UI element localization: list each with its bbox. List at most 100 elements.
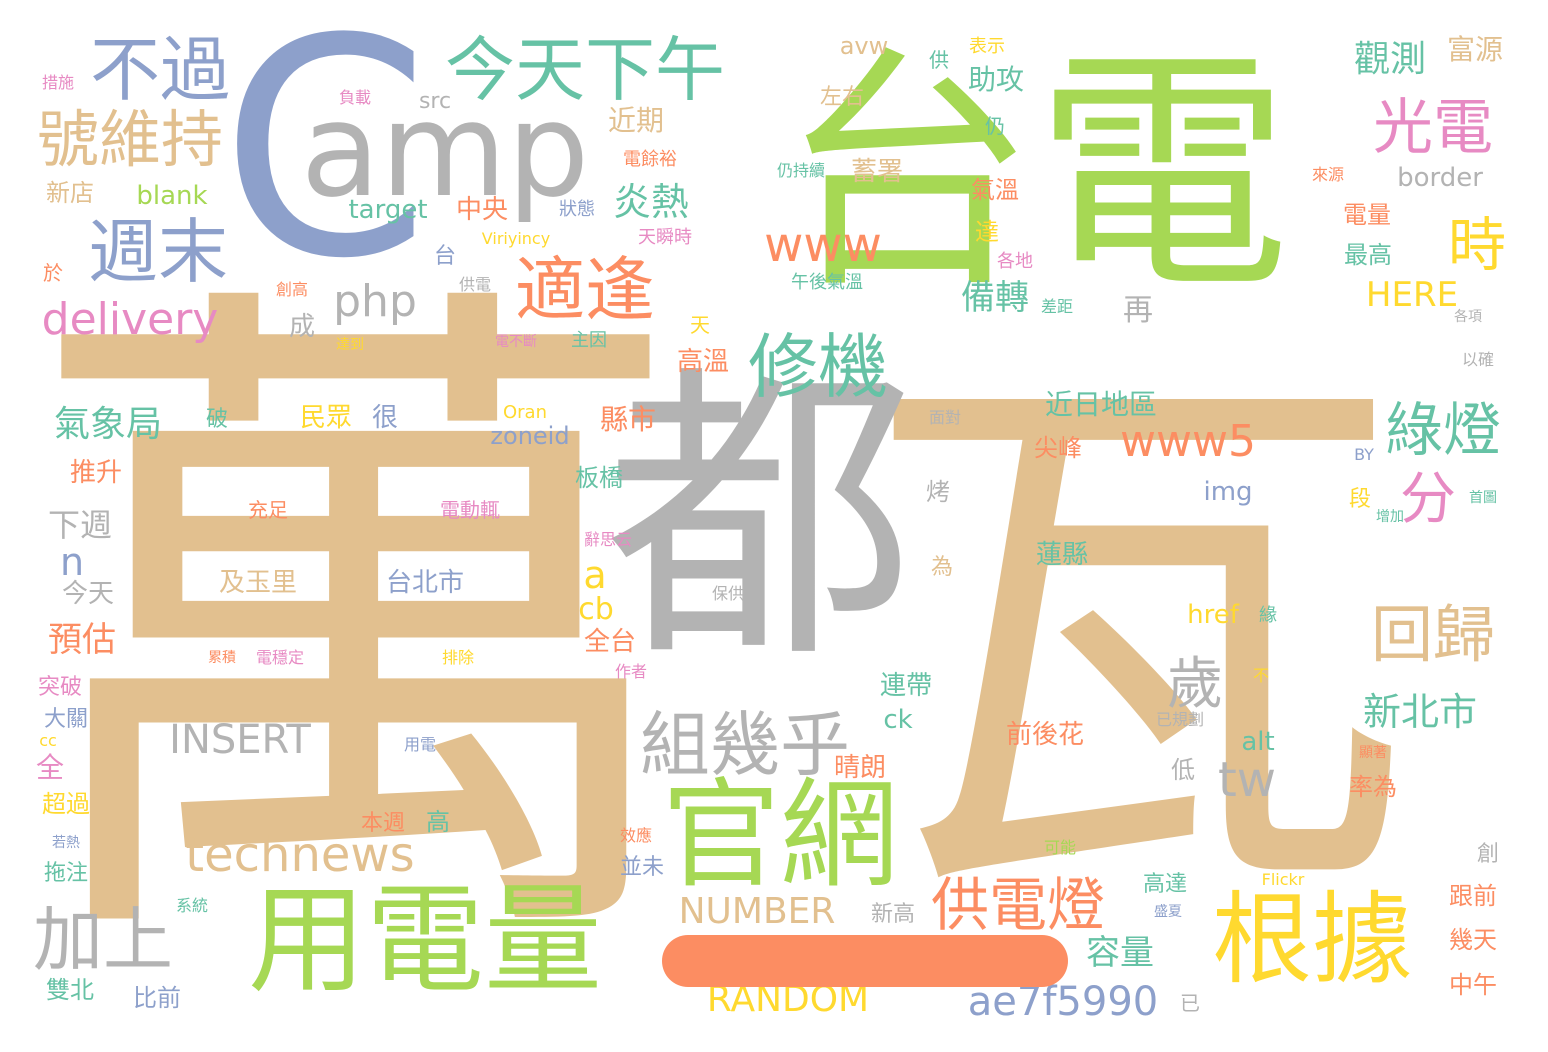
cloud-word: 氣象局 (53, 404, 163, 445)
cloud-word: 高達 (1142, 872, 1188, 897)
cloud-word: php (333, 276, 417, 327)
cloud-word: 今天下午 (445, 29, 725, 111)
cloud-word: Viriyincy (481, 229, 551, 248)
cloud-word: 達到 (336, 337, 364, 353)
cloud-word: 最高 (1344, 241, 1392, 269)
cloud-word: 狀態 (559, 199, 595, 220)
cloud-word: src (418, 89, 452, 114)
cloud-word: 辭思云 (583, 530, 633, 549)
cloud-word: 加上 (33, 899, 173, 981)
cloud-word: 供電燈 (930, 871, 1106, 939)
cloud-word: 仍 (985, 114, 1005, 138)
cloud-word: 回歸 (1370, 598, 1496, 671)
cloud-word: avw (839, 32, 889, 60)
cloud-word: 今天 (61, 579, 115, 609)
cloud-word: 破 (205, 407, 229, 432)
cloud-word: 首圖 (1469, 490, 1497, 506)
cloud-word: 新店 (46, 179, 94, 207)
cloud-word: 尖峰 (1034, 434, 1082, 462)
cloud-word: 率為 (1349, 773, 1397, 801)
cloud-word: 供電 (458, 275, 492, 294)
cloud-word: 天 (690, 313, 710, 337)
cloud-word: 成 (288, 312, 316, 342)
cloud-word: 民眾 (299, 403, 353, 433)
cloud-word: 前後花 (1005, 720, 1085, 750)
cloud-word: Oran (502, 402, 548, 423)
cloud-word: INSERT (169, 717, 311, 763)
cloud-word: 差距 (1040, 297, 1074, 316)
cloud-word: 本週 (360, 811, 406, 836)
cloud-word: 晴朗 (833, 753, 887, 783)
cloud-word: 時 (1447, 211, 1507, 279)
cloud-word: 比前 (133, 984, 181, 1012)
cloud-word: 光電 (1373, 93, 1493, 163)
cloud-word: 達 (975, 218, 999, 246)
cloud-word: 為 (930, 555, 954, 580)
cloud-word: 都 (605, 339, 915, 700)
cloud-word: 助攻 (967, 63, 1025, 96)
cloud-word: img (1203, 477, 1253, 507)
cloud-word: target (348, 195, 428, 225)
cloud-word: 週末 (88, 211, 228, 293)
cloud-word: 盛夏 (1154, 904, 1182, 920)
dash-stroke (662, 935, 1068, 987)
cloud-word: 板橋 (575, 464, 623, 492)
cloud-word: 用電量 (247, 871, 603, 1009)
cloud-word: 歲 (1167, 652, 1223, 717)
cloud-word: 炎熱 (612, 180, 690, 224)
cloud-word: HERE (1365, 275, 1459, 315)
cloud-word: 面對 (928, 408, 962, 427)
cloud-word: RANDOM (706, 979, 870, 1020)
cloud-word: 中午 (1449, 971, 1497, 999)
cloud-word: 創 (1476, 842, 1500, 867)
cloud-word: 已 (1180, 991, 1200, 1015)
cloud-word: 台電 (779, 26, 1291, 324)
cloud-word: 以確 (1461, 350, 1495, 369)
cloud-word: 近期 (607, 104, 665, 137)
cloud-word: 富源 (1446, 33, 1504, 66)
cloud-word: BY (1354, 445, 1374, 464)
cloud-word: cc (39, 731, 57, 750)
cloud-word: 並未 (619, 855, 665, 880)
cloud-word: 適逢 (515, 249, 655, 331)
cloud-word: 萬 (15, 234, 695, 1025)
cloud-word: 中央 (455, 195, 509, 225)
cloud-word: 拖注 (43, 861, 89, 886)
cloud-word: 烤 (926, 478, 950, 506)
cloud-word: cb (578, 592, 614, 627)
cloud-word: 綠燈 (1384, 396, 1502, 464)
cloud-word: 下週 (47, 506, 113, 544)
cloud-word: 台 (433, 244, 457, 269)
cloud-word: 作者 (614, 662, 648, 681)
cloud-word: 電餘裕 (623, 149, 677, 170)
cloud-word: 近日地區 (1044, 388, 1158, 421)
cloud-word: 負載 (338, 88, 372, 107)
cloud-word: 充足 (248, 498, 288, 522)
cloud-word: 於 (43, 261, 63, 285)
cloud-word: 全台 (583, 627, 637, 657)
cloud-word: zoneid (490, 422, 570, 450)
cloud-word: 創高 (275, 280, 309, 299)
cloud-word: 雙北 (46, 976, 94, 1004)
cloud-word: www (764, 217, 882, 273)
cloud-word: 午後氣溫 (791, 272, 863, 293)
cloud-word: 顯著 (1359, 745, 1387, 761)
cloud-word: 增加 (1376, 509, 1404, 525)
cloud-word: NUMBER (678, 891, 836, 932)
cloud-word: 左右 (819, 85, 865, 110)
cloud-word: 連帶 (879, 671, 933, 701)
cloud-word: 效應 (619, 826, 653, 845)
cloud-word: 預估 (48, 620, 116, 660)
cloud-word: 電動輒 (440, 498, 500, 522)
cloud-word: 容量 (1086, 933, 1154, 973)
cloud-word: amp (300, 74, 590, 226)
cloud-word: 大關 (43, 707, 89, 732)
cloud-word: 突破 (37, 675, 83, 700)
cloud-word: 蓄署 (850, 157, 904, 187)
cloud-word: 號維持 (36, 103, 224, 176)
cloud-word: 段 (1348, 487, 1372, 512)
cloud-word: 組幾乎 (640, 704, 850, 786)
cloud-word: 跟前 (1449, 882, 1497, 910)
cloud-word: border (1397, 163, 1483, 193)
